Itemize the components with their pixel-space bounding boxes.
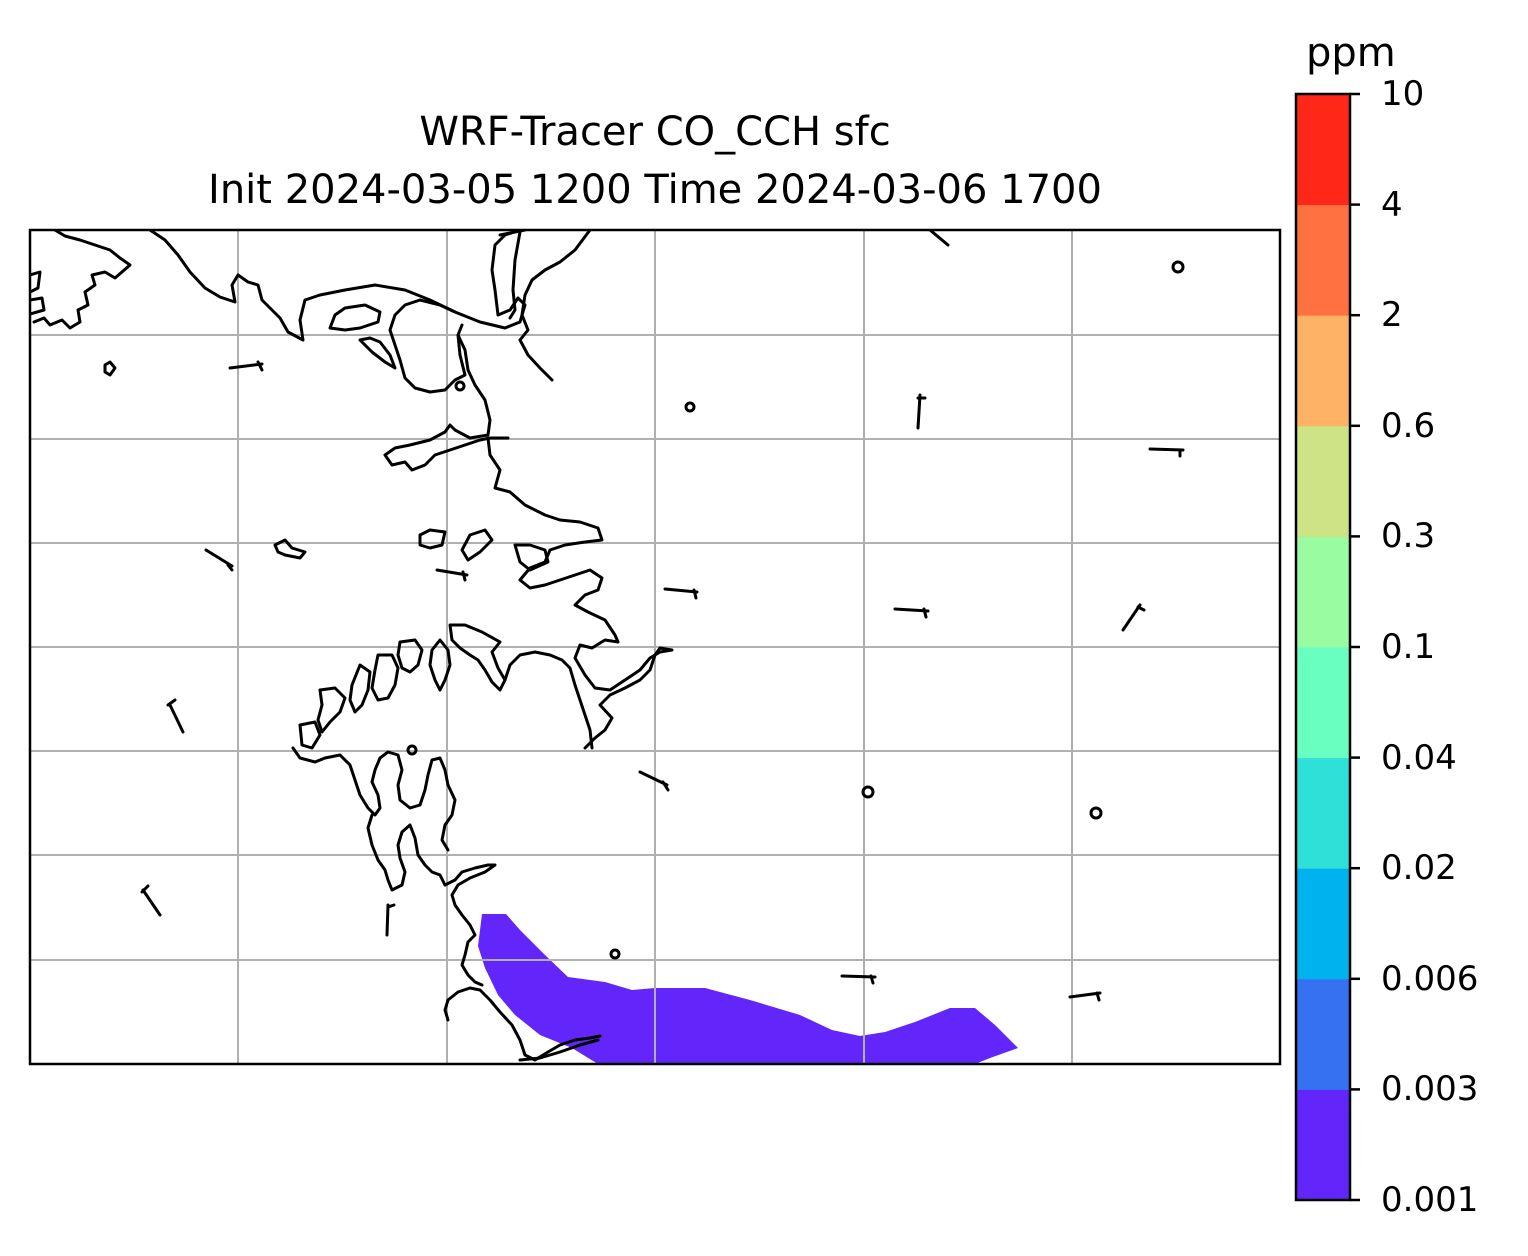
colorbar-tick-label: 10 — [1381, 74, 1425, 114]
colorbar-tick-label: 0.02 — [1381, 848, 1457, 889]
colorbar-tick-label: 0.1 — [1381, 627, 1436, 667]
colorbar-tick-label: 0.003 — [1381, 1069, 1479, 1110]
coastlines — [30, 230, 1185, 1062]
colorbar-segment — [1296, 94, 1350, 206]
colorbar-tick-label: 0.006 — [1381, 958, 1479, 999]
tracer-plume — [478, 914, 1018, 1064]
colorbar-tick-label: 0.6 — [1381, 405, 1436, 446]
colorbar-tick-label: 0.3 — [1381, 516, 1436, 557]
colorbar-segment — [1296, 647, 1350, 759]
colorbar-segment — [1296, 978, 1350, 1090]
colorbar-tick-label: 0.001 — [1381, 1180, 1479, 1220]
colorbar-tick-label: 2 — [1381, 295, 1403, 336]
map-frame — [28, 228, 1282, 1066]
colorbar-segment — [1296, 536, 1350, 648]
colorbar-unit-label: ppm — [1306, 30, 1396, 76]
map-subtitle: Init 2024-03-05 1200 Time 2024-03-06 170… — [208, 167, 1102, 213]
colorbar-tick-label: 0.04 — [1381, 737, 1457, 778]
colorbar-tick-label: 4 — [1381, 184, 1403, 225]
map-title: WRF-Tracer CO_CCH sfc — [419, 109, 891, 155]
colorbar-segment — [1296, 868, 1350, 980]
colorbar-segment — [1296, 1089, 1350, 1201]
colorbar — [1294, 92, 1360, 1202]
colorbar-segment — [1296, 204, 1350, 316]
gridlines — [30, 230, 1280, 1064]
colorbar-segment — [1296, 315, 1350, 427]
colorbar-segment — [1296, 757, 1350, 869]
colorbar-segment — [1296, 425, 1350, 537]
